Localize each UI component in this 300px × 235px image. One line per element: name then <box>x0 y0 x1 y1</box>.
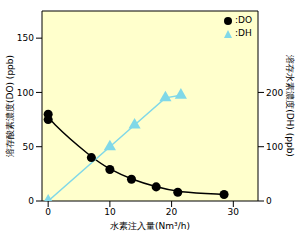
svg-text:200: 200 <box>266 88 283 98</box>
svg-text:10: 10 <box>104 207 116 217</box>
svg-text:0: 0 <box>28 196 34 206</box>
svg-text:50: 50 <box>23 142 35 152</box>
svg-text:30: 30 <box>228 207 240 217</box>
html-text::DH: :DH <box>235 28 252 38</box>
svg-text:0: 0 <box>266 196 272 206</box>
svg-text:溶存酸素濃度(DO) (ppb): 溶存酸素濃度(DO) (ppb) <box>8 55 15 157</box>
svg-text:20: 20 <box>166 207 178 217</box>
svg-text:100: 100 <box>266 142 283 152</box>
svg-text:150: 150 <box>17 33 34 43</box>
html-text::DO: :DO <box>235 15 252 25</box>
svg-text:0: 0 <box>45 207 51 217</box>
svg-text:水素注入量(Nm³/h): 水素注入量(Nm³/h) <box>110 221 190 231</box>
svg-text:100: 100 <box>17 88 34 98</box>
svg-text:溶存水素濃度(DH) (ppb): 溶存水素濃度(DH) (ppb) <box>285 55 292 157</box>
